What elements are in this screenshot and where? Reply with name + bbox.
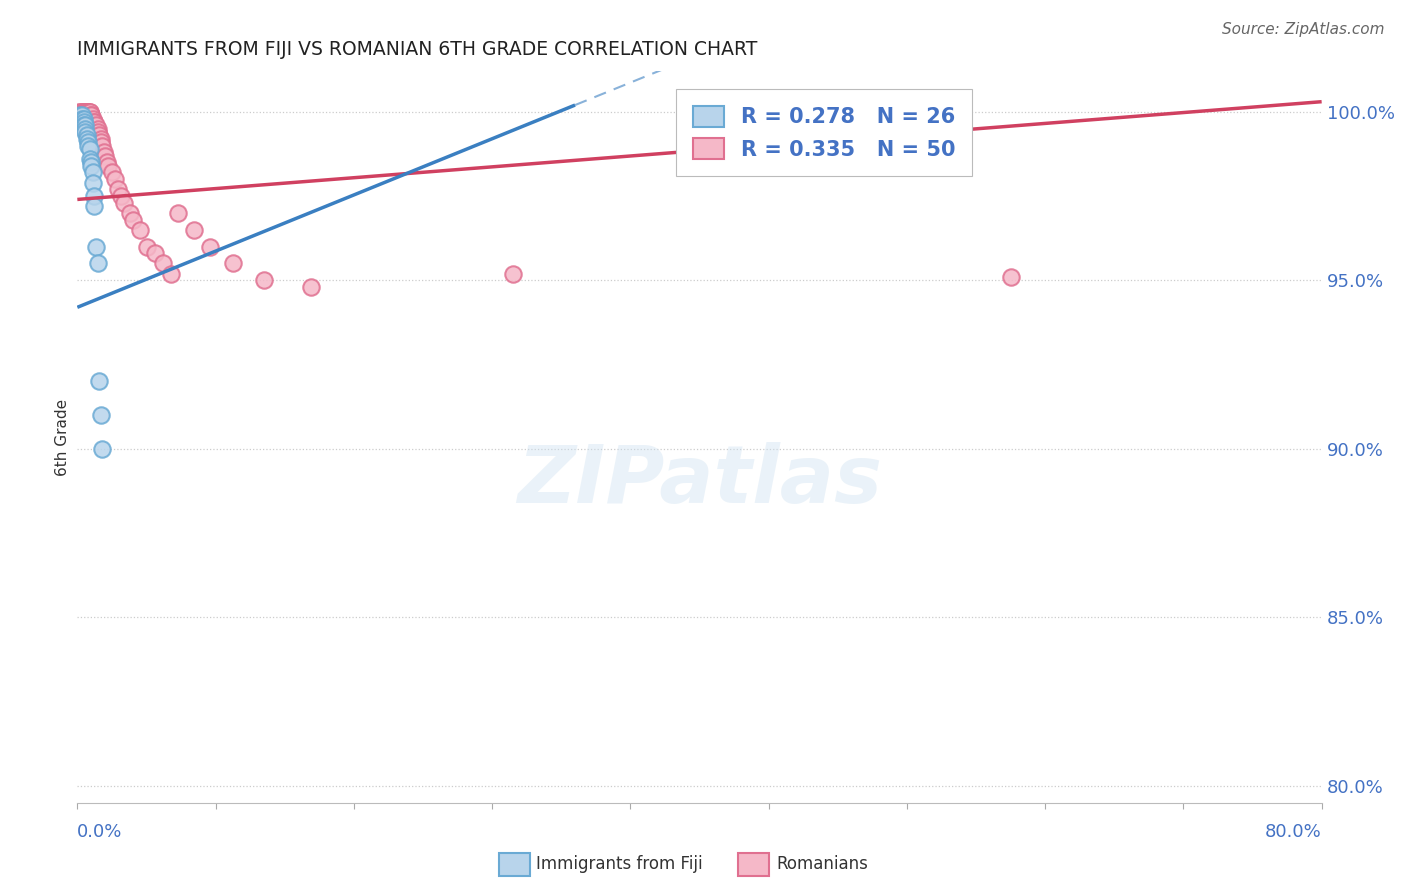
Point bbox=[93, 145, 115, 160]
Point bbox=[72, 118, 94, 132]
Point bbox=[77, 104, 100, 119]
Point bbox=[120, 206, 142, 220]
Point bbox=[76, 128, 98, 143]
Point bbox=[76, 104, 98, 119]
Text: 0.0%: 0.0% bbox=[77, 823, 122, 841]
Point bbox=[69, 104, 91, 119]
Point bbox=[87, 375, 110, 389]
Point bbox=[83, 189, 105, 203]
Point bbox=[128, 223, 150, 237]
Point bbox=[159, 267, 181, 281]
Point bbox=[75, 104, 97, 119]
Point bbox=[76, 132, 98, 146]
Text: IMMIGRANTS FROM FIJI VS ROMANIAN 6TH GRADE CORRELATION CHART: IMMIGRANTS FROM FIJI VS ROMANIAN 6TH GRA… bbox=[77, 39, 758, 59]
Point bbox=[72, 104, 94, 119]
Text: Source: ZipAtlas.com: Source: ZipAtlas.com bbox=[1222, 22, 1385, 37]
Text: Romanians: Romanians bbox=[776, 855, 868, 873]
Point bbox=[80, 108, 103, 122]
Point bbox=[83, 115, 105, 129]
Point bbox=[69, 108, 91, 122]
Point bbox=[112, 195, 135, 210]
Point bbox=[94, 148, 117, 162]
Point bbox=[70, 108, 93, 122]
Point bbox=[1000, 270, 1022, 285]
Point bbox=[152, 256, 174, 270]
Point bbox=[80, 155, 103, 169]
Point bbox=[67, 104, 90, 119]
Point bbox=[77, 138, 100, 153]
Point bbox=[183, 223, 205, 237]
Point bbox=[75, 104, 97, 119]
Point bbox=[91, 442, 114, 456]
Text: Immigrants from Fiji: Immigrants from Fiji bbox=[536, 855, 703, 873]
Point bbox=[76, 104, 98, 119]
Point bbox=[167, 206, 190, 220]
Point bbox=[75, 125, 97, 139]
Point bbox=[96, 155, 118, 169]
Point bbox=[82, 176, 104, 190]
Point bbox=[80, 159, 103, 173]
Point bbox=[90, 408, 112, 422]
Point bbox=[90, 135, 112, 149]
Point bbox=[75, 121, 97, 136]
Point bbox=[104, 172, 127, 186]
Point bbox=[72, 104, 94, 119]
Point bbox=[70, 104, 93, 119]
Point bbox=[72, 115, 94, 129]
Point bbox=[79, 152, 101, 166]
Point bbox=[222, 256, 245, 270]
Point bbox=[82, 112, 104, 126]
Point bbox=[70, 104, 93, 119]
Point bbox=[72, 112, 94, 126]
Point bbox=[84, 118, 107, 132]
Point bbox=[97, 159, 120, 173]
Point bbox=[83, 199, 105, 213]
Point bbox=[299, 280, 322, 294]
Point bbox=[86, 121, 108, 136]
Point bbox=[80, 108, 103, 122]
Text: 80.0%: 80.0% bbox=[1265, 823, 1322, 841]
Point bbox=[77, 104, 100, 119]
Point bbox=[84, 239, 107, 253]
Point bbox=[100, 165, 122, 179]
Legend: R = 0.278   N = 26, R = 0.335   N = 50: R = 0.278 N = 26, R = 0.335 N = 50 bbox=[676, 89, 972, 177]
Point bbox=[77, 135, 100, 149]
Point bbox=[91, 138, 114, 153]
Point bbox=[198, 239, 221, 253]
Point bbox=[143, 246, 166, 260]
Point bbox=[110, 189, 132, 203]
Point bbox=[79, 104, 101, 119]
Text: ZIPatlas: ZIPatlas bbox=[517, 442, 882, 520]
Point bbox=[122, 212, 145, 227]
Point bbox=[90, 132, 112, 146]
Point bbox=[79, 104, 101, 119]
Point bbox=[87, 128, 110, 143]
Point bbox=[70, 112, 93, 126]
Y-axis label: 6th Grade: 6th Grade bbox=[55, 399, 70, 475]
Point bbox=[253, 273, 276, 287]
Point bbox=[86, 125, 108, 139]
Point bbox=[502, 267, 524, 281]
Point bbox=[83, 115, 105, 129]
Point bbox=[79, 142, 101, 156]
Point bbox=[107, 182, 129, 196]
Point bbox=[86, 256, 108, 270]
Point bbox=[136, 239, 159, 253]
Point bbox=[82, 165, 104, 179]
Point bbox=[75, 118, 97, 132]
